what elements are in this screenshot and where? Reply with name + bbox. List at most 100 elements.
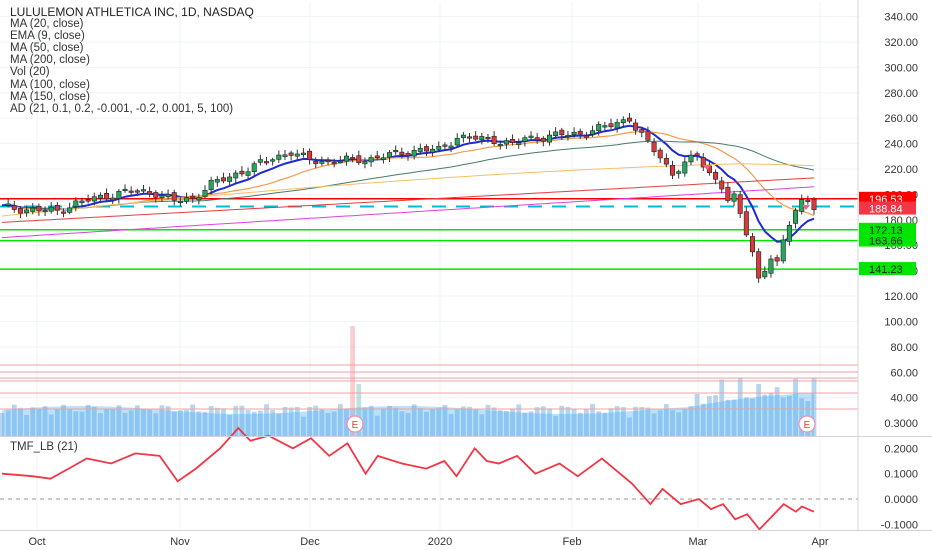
candle-body (774, 257, 780, 262)
volume-bar (614, 406, 620, 436)
candle-body (676, 171, 682, 174)
ma-50-line[interactable] (32, 140, 815, 210)
volume-bar (577, 412, 583, 436)
volume-bar (153, 413, 159, 436)
volume-bar (67, 409, 73, 436)
candle-body (399, 151, 405, 156)
volume-bar (30, 407, 36, 436)
candle-body (85, 199, 91, 202)
volume-bar (54, 409, 60, 436)
legend-item-ema9[interactable]: EMA (9, close) (10, 30, 85, 43)
legend-item-vol20[interactable]: Vol (20) (10, 66, 50, 79)
candle-body (104, 193, 110, 200)
candle-body (602, 125, 608, 128)
candle-body (436, 146, 442, 150)
candle-body (682, 161, 688, 174)
price-tag (859, 262, 916, 276)
volume-bar (590, 404, 595, 436)
candle-body (405, 152, 411, 157)
earnings-marker-label: E (804, 420, 811, 431)
candle-body (639, 129, 645, 133)
price-tick-label: 60.00 (890, 367, 918, 379)
candle-body (134, 190, 140, 193)
candle-body (663, 158, 669, 165)
volume-bar (460, 406, 466, 436)
price-tick-label: 40.00 (890, 393, 918, 405)
earnings-marker-label: E (352, 420, 359, 431)
volume-bar (473, 409, 479, 436)
volume-bar (134, 405, 140, 436)
legend-item-ma150[interactable]: MA (150, close) (10, 90, 90, 103)
volume-bar (73, 411, 79, 436)
price-tick-label: 100.00 (884, 316, 918, 328)
candle-body (565, 134, 571, 138)
tmf-line[interactable] (1, 426, 815, 531)
date-tick-label: 2020 (428, 536, 452, 548)
volume-bar (202, 411, 208, 436)
legend-item-ma200[interactable]: MA (200, close) (10, 54, 90, 67)
volume-bar (24, 414, 30, 436)
candle-body (79, 200, 85, 204)
legend-item-ma50[interactable]: MA (50, close) (10, 42, 84, 55)
ma-200-line[interactable] (1, 177, 815, 223)
volume-bar (571, 408, 577, 436)
price-tag (859, 201, 916, 215)
candle-body (756, 251, 762, 279)
candle-body (522, 137, 528, 142)
candle-body (202, 190, 208, 197)
candle-body (534, 137, 540, 141)
candle-body (343, 155, 349, 162)
volume-bar (479, 414, 485, 436)
volume-bar (774, 387, 780, 436)
candle-body (67, 207, 73, 213)
candle-body (657, 149, 663, 159)
candle-body (116, 190, 122, 199)
price-tick-label: 240.00 (884, 139, 918, 151)
volume-bar (331, 411, 337, 436)
candle-body (725, 186, 731, 201)
legend-item-ma20[interactable]: MA (20, close) (10, 18, 84, 31)
ma-150-line[interactable] (1, 186, 815, 239)
date-tick-label: Oct (28, 536, 45, 548)
volume-bar (301, 416, 306, 436)
legend-item-ad[interactable]: AD (21, 0.1, 0.2, -0.001, -0.2, 0.001, 5… (10, 102, 234, 115)
volume-bar (491, 407, 497, 436)
volume-bar (731, 399, 737, 436)
tmf-legend[interactable]: TMF_LB (21) (10, 441, 78, 453)
candle-body (497, 143, 503, 147)
volume-bar (5, 410, 11, 436)
volume-bar (227, 414, 233, 436)
volume-bar (313, 405, 319, 436)
volume-bar (294, 406, 300, 436)
date-tick-label: Dec (300, 536, 320, 548)
candle-body (257, 159, 263, 163)
volume-bar (18, 407, 23, 436)
signal-arrow-icon (802, 205, 810, 210)
tmf-tick-label: 0.3000 (884, 418, 918, 430)
volume-bar (454, 409, 460, 436)
volume-bar (448, 414, 454, 436)
volume-bar (534, 407, 540, 436)
legend-item-ma100[interactable]: MA (100, close) (10, 78, 90, 91)
candle-body (479, 136, 485, 141)
price-tick-label: 260.00 (884, 113, 918, 125)
volume-bar (184, 409, 189, 436)
volume-bar (713, 395, 718, 436)
price-tick-label: 120.00 (884, 291, 918, 303)
volume-bar (356, 384, 362, 436)
candle-body (42, 210, 48, 213)
earnings-marker-icon[interactable] (346, 415, 364, 433)
volume-bar (707, 396, 712, 436)
candle-body (362, 161, 368, 165)
volume-bar (79, 411, 85, 436)
candle-body (165, 194, 171, 197)
volume-bar (196, 411, 202, 436)
candle-body (651, 141, 657, 153)
ma-100-line[interactable] (1, 163, 815, 217)
candle-body (633, 122, 639, 131)
tmf-tick-label: 0.0000 (884, 494, 918, 506)
volume-ma-area (2, 392, 814, 436)
volume-bar (85, 404, 91, 436)
volume-bar (559, 405, 565, 436)
earnings-marker-icon[interactable] (798, 415, 816, 433)
